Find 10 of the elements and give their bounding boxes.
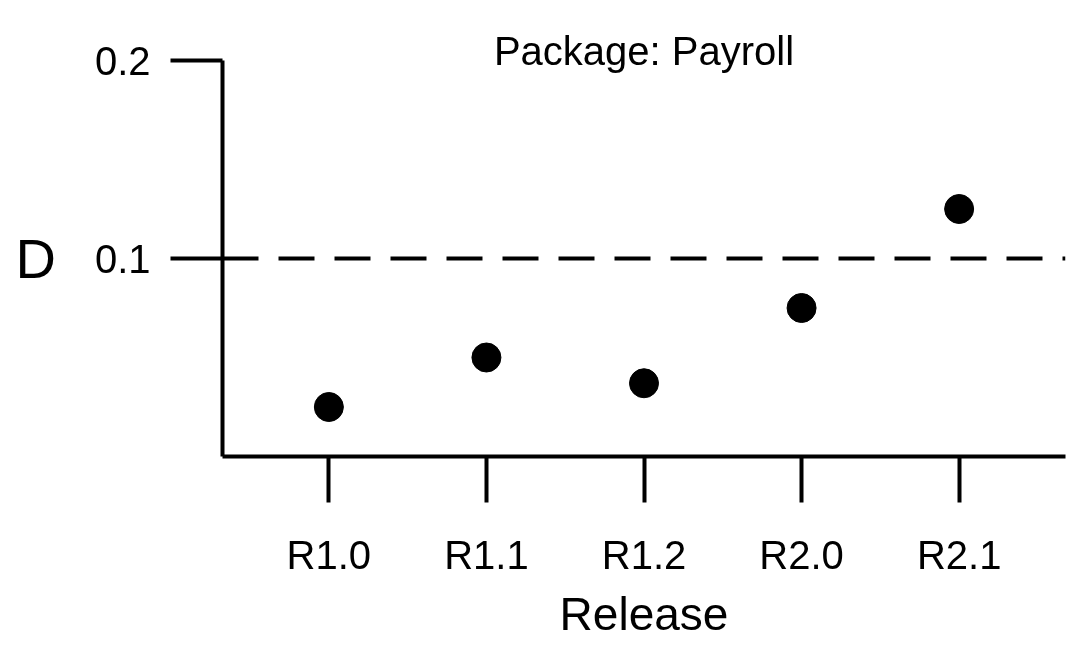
x-tick-label: R2.0 xyxy=(759,532,844,577)
x-tick-label: R1.2 xyxy=(601,532,687,577)
x-axis-title: Release xyxy=(559,587,729,640)
x-tick-label: R1.1 xyxy=(444,532,529,577)
y-tick-label: 0.2 xyxy=(94,38,151,83)
y-tick-label: 0.1 xyxy=(94,236,151,281)
y-axis-title: D xyxy=(15,227,56,290)
x-tick-label: R2.1 xyxy=(916,532,1002,577)
x-tick-label: R1.0 xyxy=(286,532,372,577)
chart-title: Package: Payroll xyxy=(493,28,795,73)
